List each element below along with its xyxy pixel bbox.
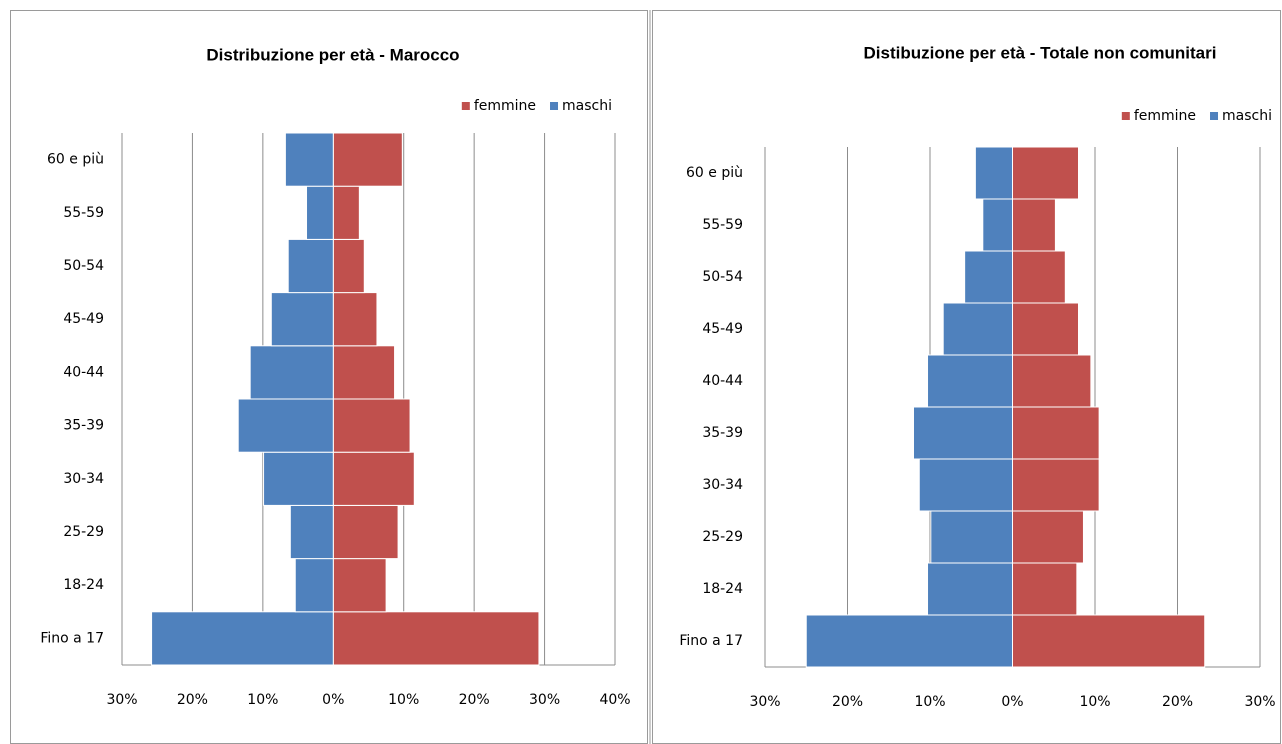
y-tick-label: 60 e più bbox=[47, 152, 104, 168]
y-tick-label: 55-59 bbox=[702, 217, 743, 233]
y-tick-label: 50-54 bbox=[702, 269, 743, 285]
bar bbox=[332, 611, 540, 666]
chart-title: Distribuzione per età - Marocco bbox=[206, 45, 459, 64]
bar bbox=[927, 354, 1014, 408]
bar bbox=[284, 132, 334, 187]
bar bbox=[287, 238, 334, 294]
legend-label: femmine bbox=[474, 98, 536, 114]
legend-swatch bbox=[550, 102, 559, 110]
legend-label: maschi bbox=[1222, 108, 1272, 124]
bar bbox=[237, 398, 334, 453]
bar bbox=[1012, 146, 1079, 200]
bar bbox=[332, 132, 403, 187]
y-tick-label: 30-34 bbox=[63, 471, 104, 487]
y-tick-label: 45-49 bbox=[702, 321, 743, 337]
bar bbox=[1012, 250, 1066, 304]
y-tick-label: 25-29 bbox=[702, 529, 743, 545]
y-tick-label: 18-24 bbox=[63, 577, 104, 593]
x-tick-label: 30% bbox=[529, 692, 560, 708]
legend-label: maschi bbox=[562, 98, 612, 114]
legend-swatch bbox=[461, 102, 470, 110]
bar bbox=[151, 611, 334, 666]
bar bbox=[332, 451, 415, 506]
bar bbox=[332, 504, 399, 560]
chart-title: Distibuzione per età - Totale non comuni… bbox=[864, 43, 1217, 62]
y-tick-label: 25-29 bbox=[63, 524, 104, 540]
bar bbox=[263, 451, 334, 506]
bar bbox=[918, 458, 1014, 512]
y-tick-label: 18-24 bbox=[702, 581, 743, 597]
bar bbox=[306, 185, 334, 240]
bar bbox=[294, 558, 334, 613]
bar bbox=[1012, 198, 1056, 252]
x-tick-label: 10% bbox=[388, 692, 419, 708]
bar bbox=[1012, 614, 1206, 668]
bar bbox=[942, 302, 1014, 356]
bar bbox=[332, 558, 387, 613]
x-tick-label: 20% bbox=[1162, 694, 1193, 710]
y-tick-label: 45-49 bbox=[63, 311, 104, 327]
y-tick-label: 60 e più bbox=[686, 165, 743, 181]
x-tick-label: 20% bbox=[459, 692, 490, 708]
bar bbox=[805, 614, 1013, 668]
bar bbox=[332, 238, 365, 294]
bar bbox=[930, 510, 1014, 564]
x-tick-label: 10% bbox=[1079, 694, 1110, 710]
bar bbox=[332, 398, 411, 453]
y-tick-label: 55-59 bbox=[63, 205, 104, 221]
y-tick-label: Fino a 17 bbox=[679, 633, 743, 649]
y-tick-label: 40-44 bbox=[702, 373, 743, 389]
bar bbox=[1012, 562, 1078, 616]
x-tick-label: 20% bbox=[177, 692, 208, 708]
legend-swatch bbox=[1121, 112, 1130, 120]
bar bbox=[1012, 458, 1100, 512]
y-tick-label: 50-54 bbox=[63, 258, 104, 274]
bar bbox=[249, 345, 334, 400]
x-tick-label: 0% bbox=[1001, 694, 1023, 710]
bar bbox=[964, 250, 1014, 304]
x-tick-label: 10% bbox=[247, 692, 278, 708]
bar bbox=[982, 198, 1013, 252]
bar bbox=[1012, 406, 1100, 460]
bar bbox=[1012, 354, 1092, 408]
bar bbox=[332, 345, 396, 400]
bar bbox=[332, 185, 360, 240]
bar bbox=[270, 292, 334, 347]
bar bbox=[1012, 510, 1084, 564]
y-tick-label: 35-39 bbox=[63, 418, 104, 434]
y-tick-label: 40-44 bbox=[63, 364, 104, 380]
legend-swatch bbox=[1210, 112, 1219, 120]
x-tick-label: 30% bbox=[749, 694, 780, 710]
bar bbox=[1012, 302, 1079, 356]
x-tick-label: 0% bbox=[322, 692, 344, 708]
x-tick-label: 30% bbox=[106, 692, 137, 708]
x-tick-label: 30% bbox=[1244, 694, 1275, 710]
y-tick-label: 35-39 bbox=[702, 425, 743, 441]
bar bbox=[913, 406, 1013, 460]
x-tick-label: 10% bbox=[914, 694, 945, 710]
x-tick-label: 40% bbox=[599, 692, 630, 708]
bar bbox=[974, 146, 1013, 200]
legend-label: femmine bbox=[1134, 108, 1196, 124]
bar bbox=[927, 562, 1014, 616]
y-tick-label: Fino a 17 bbox=[40, 630, 104, 646]
bar bbox=[289, 504, 334, 560]
y-tick-label: 30-34 bbox=[702, 477, 743, 493]
x-tick-label: 20% bbox=[832, 694, 863, 710]
bar bbox=[332, 292, 378, 347]
